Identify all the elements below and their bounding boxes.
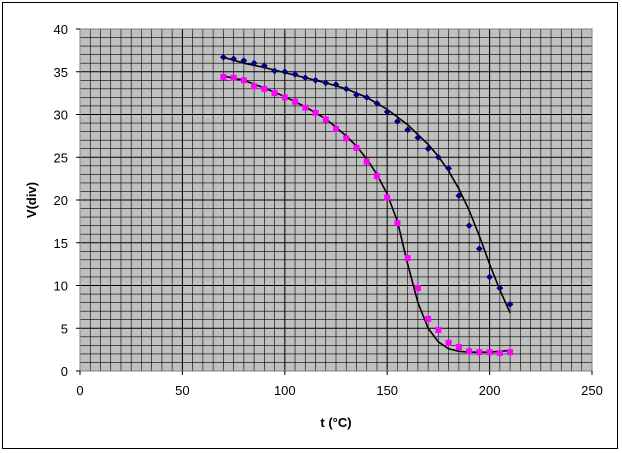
x-axis-title: t (°C) [320,415,351,430]
data-point-square [507,349,514,356]
data-point-diamond [301,74,309,82]
data-point-square [394,220,401,227]
data-point-square [271,90,278,97]
data-point-diamond [230,55,237,63]
data-point-square [312,109,319,116]
x-tick-label: 200 [479,383,501,398]
data-point-diamond [353,91,360,99]
x-tick-label: 250 [581,383,603,398]
data-point-square [292,98,299,105]
data-point-square [476,349,483,356]
data-point-diamond [342,85,350,93]
data-point-square [343,135,350,142]
y-axis-ticks: 0 5 10 15 20 25 30 35 40 [54,22,80,379]
data-point-diamond [271,67,278,75]
data-point-square [302,104,309,111]
data-point-diamond [260,62,268,70]
series-2 [220,73,514,357]
data-point-square [384,194,391,201]
data-point-diamond [240,57,248,65]
x-tick-label: 150 [376,383,398,398]
data-point-diamond [383,108,391,116]
y-tick-label: 20 [54,193,68,208]
data-point-diamond [312,76,319,84]
data-point-diamond [424,145,432,153]
data-point-diamond [322,79,330,87]
y-tick-label: 30 [54,108,68,123]
data-point-square [486,349,493,356]
data-point-diamond [496,284,504,292]
data-point-diamond [414,134,422,141]
data-point-square [414,285,421,292]
data-point-diamond [250,59,258,67]
data-point-diamond [332,81,340,88]
data-point-square [363,158,370,165]
data-point-diamond [404,126,412,134]
data-point-diamond [281,68,289,76]
data-point-square [230,74,237,81]
series-1 [219,53,514,314]
data-point-diamond [455,192,463,200]
data-point-diamond [394,117,401,125]
data-point-diamond [475,245,483,253]
data-point-square [333,126,339,133]
data-point-diamond [363,94,371,101]
y-tick-label: 35 [54,65,68,80]
data-point-diamond [219,53,227,61]
x-tick-label: 50 [175,383,189,398]
y-tick-label: 5 [61,321,68,336]
y-tick-label: 25 [54,150,68,165]
y-axis-title: V(div) [24,182,39,218]
series-layer [219,53,514,357]
data-point-square [425,315,432,322]
data-point-diamond [465,222,473,230]
y-tick-label: 10 [54,279,68,294]
y-tick-label: 0 [61,364,68,379]
data-point-square [445,339,452,346]
data-point-square [240,77,247,84]
data-point-square [455,344,462,351]
x-axis-ticks: 0 50 100 150 200 250 [76,371,603,398]
data-point-square [281,94,288,101]
data-point-square [261,85,268,92]
data-point-square [466,348,473,355]
data-point-square [373,173,380,180]
x-tick-label: 0 [76,383,83,398]
data-point-square [220,73,227,80]
x-tick-label: 100 [274,383,296,398]
data-point-square [251,83,258,90]
data-point-diamond [435,153,442,161]
data-point-square [353,144,360,151]
data-point-diamond [445,164,453,172]
data-point-diamond [506,300,514,308]
data-point-diamond [373,99,381,107]
data-point-diamond [486,273,493,281]
y-tick-label: 15 [54,236,68,251]
data-point-square [404,255,411,262]
data-point-square [322,116,329,123]
y-tick-label: 40 [54,22,68,37]
data-point-square [496,350,503,357]
data-point-square [435,326,442,333]
data-point-diamond [291,70,299,78]
